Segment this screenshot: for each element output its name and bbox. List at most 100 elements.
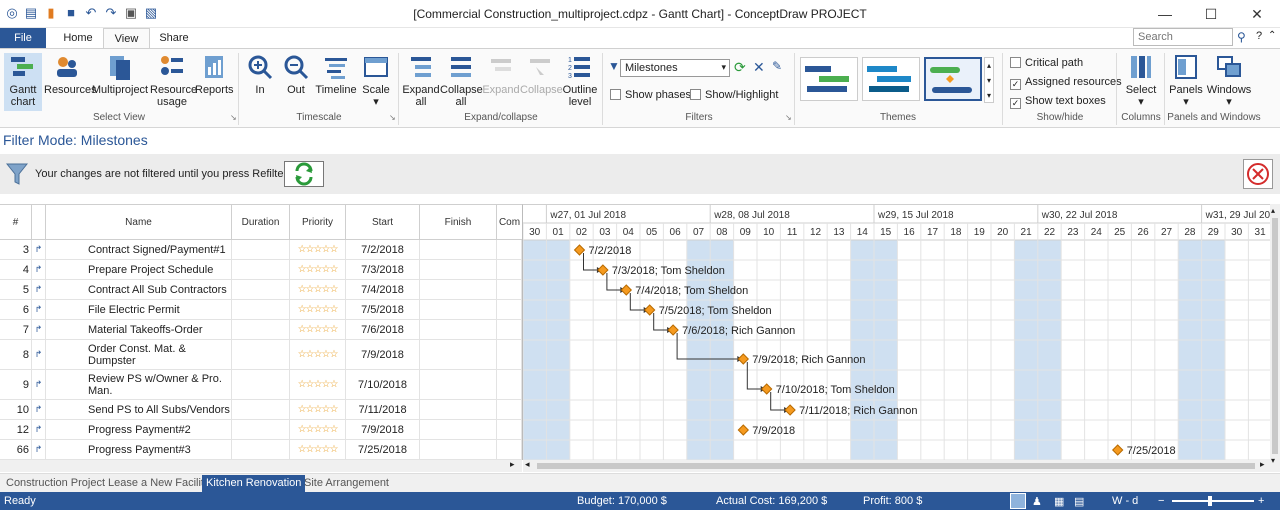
resources-view-icon[interactable]: ♟ [1032,496,1042,508]
task-name[interactable]: Material Takeoffs-Order [46,320,232,339]
scroll-right-icon[interactable]: ▸ [1260,459,1265,469]
task-name[interactable]: File Electric Permit [46,300,232,319]
project-tab[interactable]: Lease a New Facility [108,477,210,489]
windows-button[interactable]: Windows ▾ [1206,53,1252,108]
scroll-left-icon[interactable]: ◂ [525,459,530,469]
col-header-num[interactable]: # [0,205,32,240]
table-row[interactable]: 66 ↱ Progress Payment#3 ☆☆☆☆☆ 7/25/2018 [0,440,522,460]
scrollbar-thumb[interactable] [1272,218,1278,454]
task-name[interactable]: Send PS to All Subs/Vendors [46,400,232,419]
col-header-start[interactable]: Start [346,205,420,240]
scrollbar-thumb[interactable] [537,463,1255,469]
critical-path-checkbox[interactable]: Critical path [1010,57,1083,69]
theme-scroll[interactable]: ▴ ▾ ▾ [984,57,994,103]
zoom-slider-thumb[interactable] [1208,496,1212,506]
project-tab[interactable]: Site Arrangement [304,477,389,489]
scroll-right-icon[interactable]: ▸ [510,459,515,469]
binoculars-icon[interactable]: ⚲ [1237,30,1246,44]
table-horizontal-scrollbar[interactable]: ▸ [0,459,522,472]
show-highlight-checkbox[interactable]: Show/Highlight [690,89,778,101]
help-icon[interactable]: ? [1256,30,1263,42]
tab-share[interactable]: Share [159,32,189,44]
preview-icon[interactable]: ▧ [144,5,158,20]
col-header-finish[interactable]: Finish [420,205,497,240]
filter-select[interactable]: Milestones ▾ [620,59,730,77]
vertical-scrollbar[interactable]: ▴ ▾ [1270,204,1280,472]
task-complete[interactable] [497,420,522,439]
zoom-in-button[interactable]: In [244,53,276,96]
theme-thumbnail-2[interactable] [862,57,920,101]
task-start[interactable]: 7/9/2018 [346,420,420,439]
col-header-name[interactable]: Name [46,205,232,240]
gantt-view-icon[interactable] [1010,493,1026,509]
gantt-horizontal-scrollbar[interactable]: ◂ ▸ [523,459,1270,472]
table-row[interactable]: 5 ↱ Contract All Sub Contractors ☆☆☆☆☆ 7/4/2… [0,280,522,300]
task-duration[interactable] [232,260,290,279]
col-header-duration[interactable]: Duration [232,205,290,240]
resource-usage-button[interactable]: Resource usage [150,53,197,108]
task-duration[interactable] [232,370,290,399]
task-priority[interactable]: ☆☆☆☆☆ [290,240,346,259]
task-finish[interactable] [420,320,497,339]
task-finish[interactable] [420,340,497,369]
task-start[interactable]: 7/25/2018 [346,440,420,459]
tab-home[interactable]: Home [63,32,93,44]
col-header-complete[interactable]: Com [497,205,522,240]
dialog-launcher-icon[interactable]: ↘ [389,113,396,122]
project-tab-active[interactable]: Kitchen Renovation [202,475,306,492]
resources-button[interactable]: Resources [44,53,97,96]
save-icon[interactable]: ■ [67,5,75,20]
task-start[interactable]: 7/4/2018 [346,280,420,299]
task-duration[interactable] [232,420,290,439]
task-duration[interactable] [232,320,290,339]
minimize-button[interactable]: — [1158,6,1172,22]
task-duration[interactable] [232,280,290,299]
task-duration[interactable] [232,400,290,419]
collapse-button[interactable]: Collapse [520,53,563,96]
task-complete[interactable] [497,260,522,279]
select-columns-button[interactable]: Select ▾ [1122,53,1160,108]
task-complete[interactable] [497,370,522,399]
grid-view-icon[interactable]: ▦ [1054,496,1065,508]
scroll-up-icon[interactable]: ▴ [1271,206,1276,215]
show-text-boxes-checkbox[interactable]: ✓ Show text boxes [1010,95,1106,109]
expand-all-button[interactable]: Expand all [402,53,440,108]
task-priority[interactable]: ☆☆☆☆☆ [290,280,346,299]
task-complete[interactable] [497,340,522,369]
expand-button[interactable]: Expand [482,53,520,96]
table-row[interactable]: 9 ↱ Review PS w/Owner & Pro. Man. ☆☆☆☆☆ 7/10… [0,370,522,400]
dialog-launcher-icon[interactable]: ↘ [785,113,792,122]
zoom-out-icon[interactable]: − [1158,495,1165,507]
task-finish[interactable] [420,370,497,399]
task-complete[interactable] [497,400,522,419]
show-phases-checkbox[interactable]: Show phases [610,89,691,101]
task-priority[interactable]: ☆☆☆☆☆ [290,440,346,459]
table-row[interactable]: 10 ↱ Send PS to All Subs/Vendors ☆☆☆☆☆ 7/11/… [0,400,522,420]
task-name[interactable]: Contract Signed/Payment#1 [46,240,232,259]
task-finish[interactable] [420,260,497,279]
tab-view[interactable]: View [103,28,150,49]
task-name[interactable]: Progress Payment#3 [46,440,232,459]
table-row[interactable]: 6 ↱ File Electric Permit ☆☆☆☆☆ 7/5/2018 [0,300,522,320]
theme-thumbnail-1[interactable] [800,57,858,101]
task-start[interactable]: 7/5/2018 [346,300,420,319]
tab-file[interactable]: File [0,28,46,48]
task-start[interactable]: 7/3/2018 [346,260,420,279]
task-start[interactable]: 7/6/2018 [346,320,420,339]
task-complete[interactable] [497,280,522,299]
task-priority[interactable]: ☆☆☆☆☆ [290,400,346,419]
col-header-priority[interactable]: Priority [290,205,346,240]
reports-button[interactable]: Reports [195,53,234,96]
task-priority[interactable]: ☆☆☆☆☆ [290,420,346,439]
collapse-all-button[interactable]: Collapse all [440,53,483,108]
task-finish[interactable] [420,280,497,299]
task-priority[interactable]: ☆☆☆☆☆ [290,340,346,369]
task-duration[interactable] [232,240,290,259]
table-row[interactable]: 3 ↱ Contract Signed/Payment#1 ☆☆☆☆☆ 7/2/2018 [0,240,522,260]
edit-filter-icon[interactable]: ✎ [772,59,783,73]
project-tab[interactable]: Construction Project [6,477,106,489]
task-priority[interactable]: ☆☆☆☆☆ [290,370,346,399]
task-priority[interactable]: ☆☆☆☆☆ [290,320,346,339]
task-complete[interactable] [497,300,522,319]
